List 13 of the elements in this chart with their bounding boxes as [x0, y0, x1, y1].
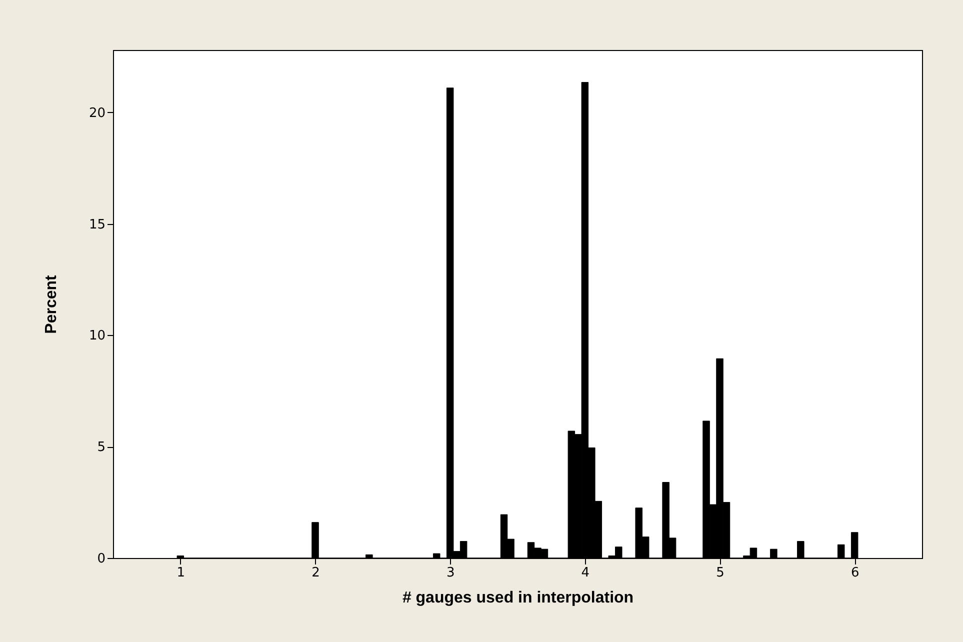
- y-tick-label: 0: [97, 552, 106, 566]
- y-tick-label: 15: [88, 217, 106, 232]
- x-axis-title: # gauges used in interpolation: [402, 590, 634, 606]
- y-tick-label: 10: [88, 328, 106, 344]
- y-tick-label: 5: [97, 440, 106, 456]
- y-axis-title: Percent: [42, 274, 60, 334]
- x-tick-label: 3: [446, 566, 455, 580]
- x-tick-label: 4: [581, 566, 590, 580]
- x-tick-label: 2: [312, 566, 320, 580]
- y-tick-label: 20: [88, 106, 106, 121]
- x-tick-label: 1: [176, 566, 186, 580]
- x-tick-label: 6: [850, 566, 860, 580]
- x-tick-label: 5: [716, 566, 724, 580]
